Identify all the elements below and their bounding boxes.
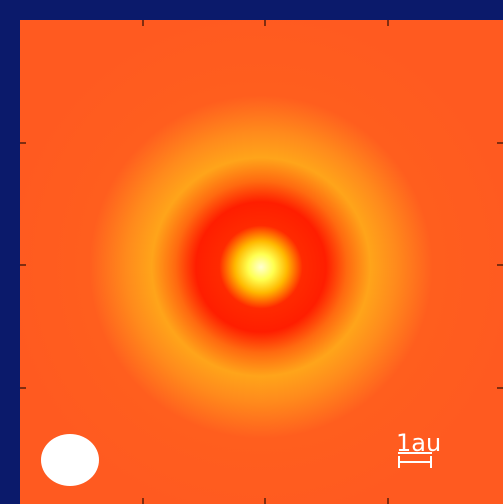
beam [41,434,99,486]
image-view: 1au [0,0,503,504]
scale-label: 1au [396,429,441,457]
page: 1au (() => { const data = JSON.parse(doc… [0,0,503,504]
